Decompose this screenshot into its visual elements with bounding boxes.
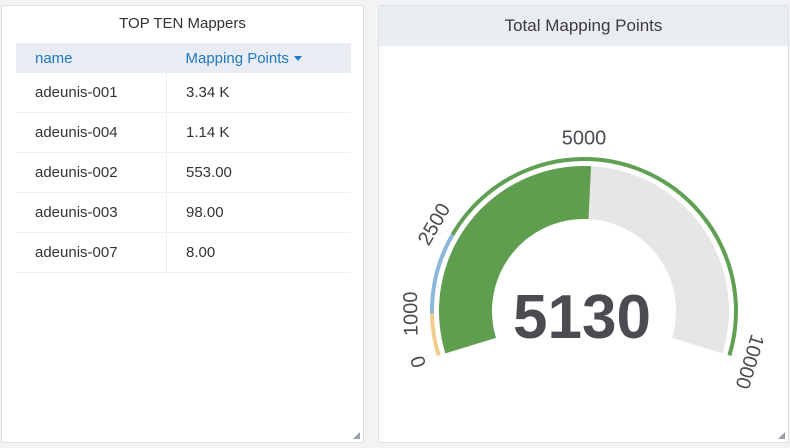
- cell-name: adeunis-004: [16, 112, 167, 153]
- cell-points: 8.00: [166, 232, 351, 273]
- column-header-name[interactable]: name: [16, 43, 167, 73]
- gauge-value: 5130: [513, 283, 651, 352]
- cell-points: 3.34 K: [166, 73, 351, 113]
- total-mapping-points-panel: Total Mapping Points 0 1000 2500 5000 10000 5…: [378, 5, 789, 443]
- panel-title[interactable]: Total Mapping Points: [379, 6, 788, 46]
- resize-handle-icon[interactable]: [353, 432, 360, 439]
- cell-points: 1.14 K: [166, 112, 351, 153]
- table-row: adeunis-007 8.00: [16, 232, 351, 273]
- cell-name: adeunis-002: [16, 152, 167, 193]
- table-row: adeunis-001 3.34 K: [16, 73, 351, 113]
- cell-points: 98.00: [166, 192, 351, 233]
- table-row: adeunis-002 553.00: [16, 152, 351, 193]
- column-header-points-label: Mapping Points: [185, 49, 289, 67]
- gauge-tick-label: 10000: [731, 332, 768, 392]
- gauge-tick-label: 1000: [400, 291, 423, 336]
- sort-descending-icon: [293, 56, 302, 62]
- panel-title[interactable]: TOP TEN Mappers: [119, 15, 246, 32]
- gauge-tick-label: 0: [407, 353, 431, 370]
- gauge-tick-label: 5000: [562, 127, 607, 149]
- gauge-threshold-segment-0: [430, 313, 441, 357]
- cell-name: adeunis-001: [16, 73, 167, 113]
- mappers-table: name Mapping Points adeunis-001 3.34 K ad…: [16, 43, 351, 273]
- table-row: adeunis-003 98.00: [16, 192, 351, 233]
- table-row: adeunis-004 1.14 K: [16, 112, 351, 153]
- gauge-threshold-segment-1: [430, 233, 455, 314]
- column-header-name-label: name: [35, 49, 73, 67]
- cell-name: adeunis-007: [16, 232, 167, 273]
- cell-name: adeunis-003: [16, 192, 167, 233]
- gauge-value-fill: [439, 166, 592, 354]
- resize-handle-icon[interactable]: [778, 432, 785, 439]
- column-header-mapping-points[interactable]: Mapping Points: [166, 43, 351, 73]
- top-ten-mappers-panel: TOP TEN Mappers name Mapping Points adeu…: [1, 5, 364, 443]
- cell-points: 553.00: [166, 152, 351, 193]
- table-header-row: name Mapping Points: [16, 43, 351, 73]
